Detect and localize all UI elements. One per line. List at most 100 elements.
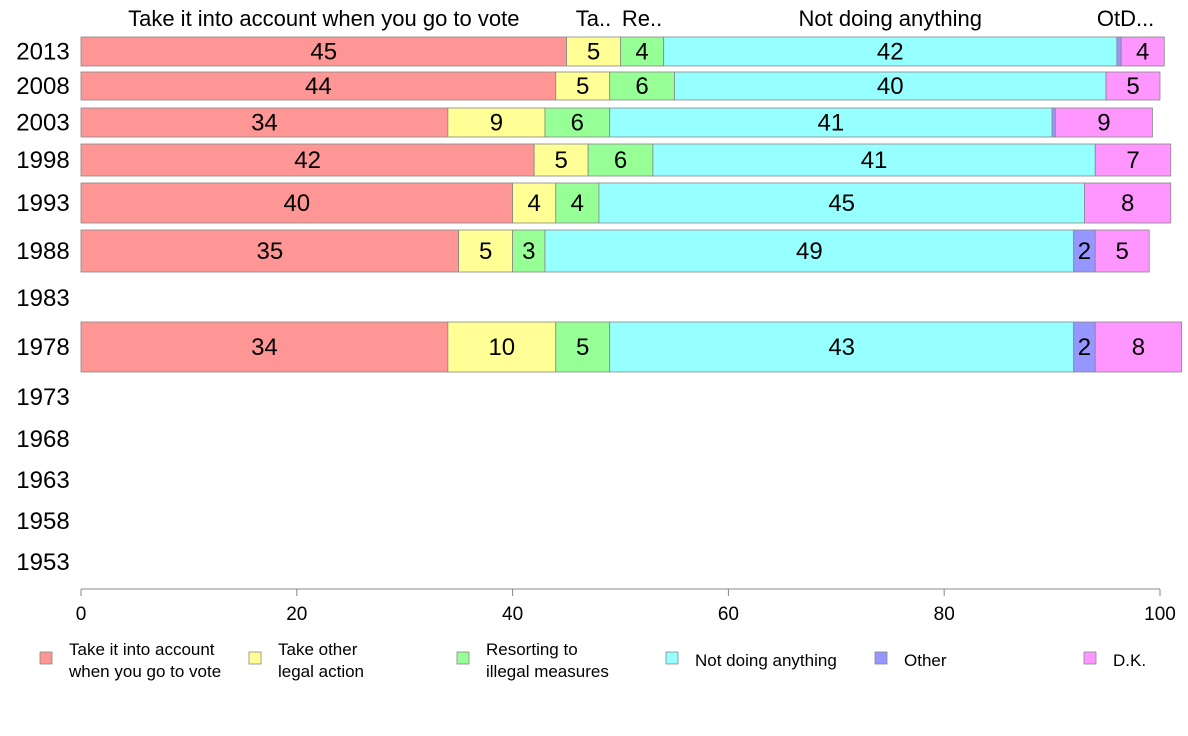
legend-label: legal action xyxy=(278,662,364,681)
bar-segment xyxy=(566,36,621,67)
legend-label: Other xyxy=(904,651,947,670)
bar-value-label: 40 xyxy=(283,190,310,217)
bar-value-label: 3 xyxy=(522,238,535,265)
x-tick-label: 20 xyxy=(286,604,307,625)
x-tick-label: 100 xyxy=(1144,604,1176,625)
bar-value-label: 41 xyxy=(861,147,888,174)
bar-segment xyxy=(609,71,675,101)
legend: Take it into account when you go to vote T… xyxy=(39,640,1146,681)
bar-value-label: 41 xyxy=(818,110,845,137)
bar-segment xyxy=(533,143,589,177)
year-label: 1963 xyxy=(16,467,69,494)
category-header-label: Take it into account when you go to vote xyxy=(128,6,519,31)
bar-segment xyxy=(609,107,1053,138)
x-axis: 0 20 40 60 80 100 xyxy=(76,588,1176,625)
category-header-label: Re.. xyxy=(622,6,662,31)
category-header-label: D... xyxy=(1120,6,1154,31)
bar-value-label: 45 xyxy=(310,39,337,66)
year-label: 1968 xyxy=(16,426,69,453)
bar-segment xyxy=(447,107,546,138)
bar-value-label: 45 xyxy=(828,190,855,217)
bar-segment xyxy=(555,182,600,224)
bars: 45 5 4 42 444 5 6 40 534 9 6 41 942 5 6 41 740 4 4 45 835 5 3 4… xyxy=(80,36,1182,373)
bar-segment xyxy=(544,107,611,138)
bar-value-label: 34 xyxy=(251,110,278,137)
bar-value-label: 5 xyxy=(587,39,600,66)
year-label: 1988 xyxy=(16,238,69,265)
legend-label: Not doing anything xyxy=(695,651,837,670)
legend-swatch xyxy=(456,651,470,665)
bar-value-label: 10 xyxy=(488,334,515,361)
bar-value-label: 40 xyxy=(877,73,904,100)
bar-segment xyxy=(512,229,546,273)
bar-value-label: 2 xyxy=(1078,334,1091,361)
legend-swatch xyxy=(39,651,53,665)
year-label: 1998 xyxy=(16,147,69,174)
year-label: 1983 xyxy=(16,285,69,312)
bar-segment xyxy=(80,182,514,224)
bar-segment xyxy=(80,36,567,67)
bar-value-label: 4 xyxy=(635,39,648,66)
year-label: 1973 xyxy=(16,384,69,411)
bar-segment xyxy=(512,182,557,224)
year-label: 1993 xyxy=(16,190,69,217)
bar-value-label: 43 xyxy=(828,334,855,361)
legend-swatch xyxy=(665,651,679,665)
category-header-labels: Take it into account when you go to vote… xyxy=(128,6,1154,31)
bar-segment xyxy=(609,321,1075,373)
year-label: 2003 xyxy=(16,110,69,137)
bar-value-label: 5 xyxy=(576,334,589,361)
year-label: 2013 xyxy=(16,39,69,66)
bar-segment xyxy=(652,143,1096,177)
bar-segment xyxy=(1120,36,1165,67)
legend-label: when you go to vote xyxy=(68,662,221,681)
bar-value-label: 49 xyxy=(796,238,823,265)
x-tick-label: 40 xyxy=(502,604,523,625)
bar-value-label: 4 xyxy=(571,190,584,217)
bar-value-label: 4 xyxy=(1136,39,1149,66)
bar-segment xyxy=(1094,321,1182,373)
bar-segment xyxy=(1054,107,1153,138)
bar-value-label: 42 xyxy=(877,39,904,66)
legend-label: D.K. xyxy=(1113,651,1146,670)
bar-segment xyxy=(544,229,1075,273)
year-label: 1978 xyxy=(16,334,69,361)
year-axis-labels: 2013 2008 2003 1998 1993 1988 1983 1978 1973 1968… xyxy=(16,39,69,577)
bar-segment xyxy=(80,321,449,373)
legend-label: Resorting to xyxy=(486,640,578,659)
bar-segment xyxy=(1116,36,1122,67)
bar-segment xyxy=(555,321,611,373)
bar-value-label: 9 xyxy=(1097,110,1110,137)
bar-segment xyxy=(674,71,1107,101)
bar-value-label: 34 xyxy=(251,334,278,361)
bar-value-label: 4 xyxy=(528,190,541,217)
category-header-label: Not doing anything xyxy=(799,6,982,31)
bar-value-label: 9 xyxy=(490,110,503,137)
category-header-label: Ot xyxy=(1097,6,1120,31)
bar-value-label: 6 xyxy=(614,147,627,174)
bar-segment xyxy=(1051,107,1056,138)
bar-segment xyxy=(1094,229,1150,273)
year-label: 1958 xyxy=(16,508,69,535)
year-label: 2008 xyxy=(16,73,69,100)
bar-value-label: 5 xyxy=(1116,238,1129,265)
bar-value-label: 8 xyxy=(1121,190,1134,217)
legend-swatch xyxy=(248,651,262,665)
legend-label: Take other xyxy=(278,640,358,659)
bar-value-label: 6 xyxy=(635,73,648,100)
x-tick-label: 60 xyxy=(718,604,739,625)
bar-segment xyxy=(1094,143,1172,177)
bar-segment xyxy=(555,71,611,101)
bar-value-label: 5 xyxy=(576,73,589,100)
bar-value-label: 8 xyxy=(1132,334,1145,361)
bar-value-label: 42 xyxy=(294,147,321,174)
legend-label: Take it into account xyxy=(69,640,215,659)
bar-value-label: 6 xyxy=(571,110,584,137)
bar-segment xyxy=(458,229,513,273)
bar-segment xyxy=(1084,182,1172,224)
category-header-label: Ta.. xyxy=(576,6,611,31)
bar-segment xyxy=(620,36,665,67)
bar-segment xyxy=(587,143,654,177)
year-label: 1953 xyxy=(16,549,69,576)
